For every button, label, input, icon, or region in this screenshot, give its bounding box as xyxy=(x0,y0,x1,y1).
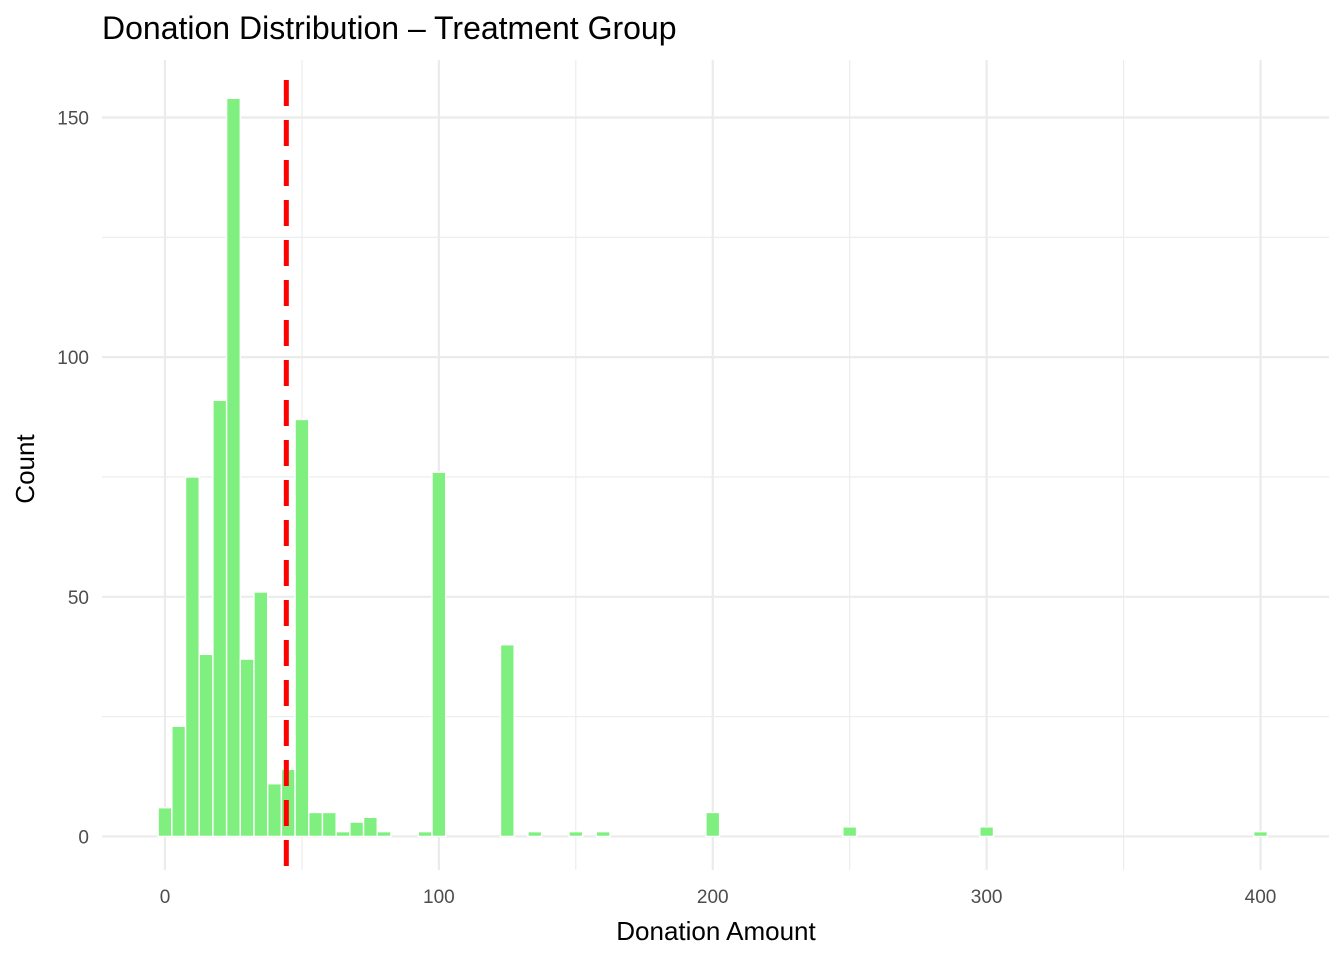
histogram-bar xyxy=(157,806,173,838)
x-axis-ticks: 0 100 200 300 400 xyxy=(160,887,1277,908)
x-tick-label: 200 xyxy=(697,887,729,908)
histogram-bar xyxy=(362,816,378,838)
x-tick-label: 100 xyxy=(423,887,455,908)
y-tick-label: 100 xyxy=(57,348,89,369)
histogram-bar xyxy=(527,830,543,838)
histogram-bar xyxy=(198,653,214,838)
histogram-bar xyxy=(431,471,447,838)
histogram-bar xyxy=(253,591,269,838)
y-axis-ticks: 0 50 100 150 xyxy=(57,109,89,849)
histogram-bar xyxy=(705,811,721,838)
chart-title: Donation Distribution – Treatment Group xyxy=(102,10,677,46)
histogram-bar xyxy=(376,830,392,838)
histogram-bar xyxy=(568,830,584,838)
histogram-bar xyxy=(335,830,351,838)
histogram-bar xyxy=(979,826,995,838)
y-tick-label: 150 xyxy=(57,109,89,130)
y-axis-title: Count xyxy=(10,434,40,504)
histogram-bar xyxy=(321,811,337,838)
y-tick-label: 0 xyxy=(78,827,89,848)
histogram-bar xyxy=(308,811,324,838)
histogram-bar xyxy=(184,476,200,838)
histogram-bar xyxy=(266,783,283,838)
histogram-bar xyxy=(239,658,255,838)
histogram-bar xyxy=(595,830,611,838)
histogram-bar xyxy=(499,644,515,838)
histogram-bar xyxy=(349,821,365,838)
histogram-bar xyxy=(212,399,228,838)
histogram-bar xyxy=(842,826,858,838)
histogram-bar xyxy=(417,830,433,838)
histogram-bar xyxy=(225,97,242,838)
x-axis-title: Donation Amount xyxy=(616,916,816,946)
histogram-bar xyxy=(294,418,310,838)
x-tick-label: 300 xyxy=(971,887,1003,908)
histogram-bars xyxy=(157,97,1269,838)
x-tick-label: 400 xyxy=(1245,887,1277,908)
histogram-bar xyxy=(171,725,187,838)
y-tick-label: 50 xyxy=(68,588,89,609)
x-tick-label: 0 xyxy=(160,887,171,908)
histogram-bar xyxy=(1252,830,1269,838)
